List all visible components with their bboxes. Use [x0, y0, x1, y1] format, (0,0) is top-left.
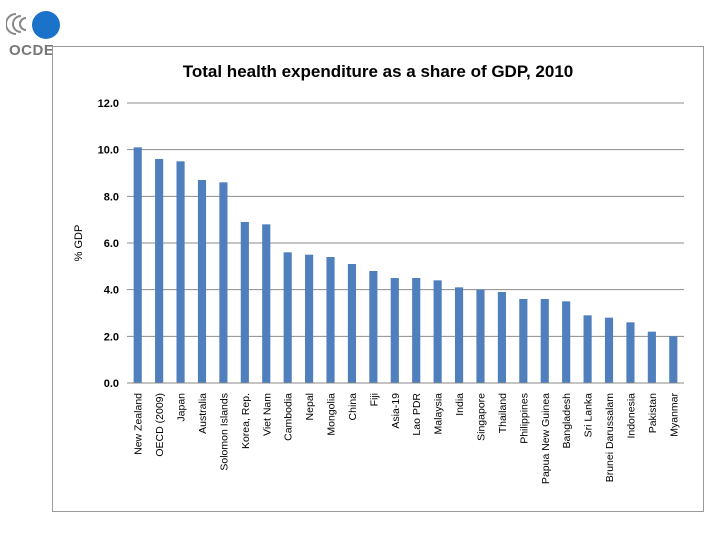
bar-bangladesh: [562, 301, 571, 383]
x-tick-label: Cambodia: [283, 393, 295, 441]
x-tick-label: China: [347, 393, 359, 421]
x-tick-label: Malaysia: [433, 393, 445, 435]
x-tick-label: Solomon Islands: [218, 393, 230, 471]
y-tick-label: 2.0: [104, 331, 119, 343]
x-tick-label: Lao PDR: [411, 393, 423, 436]
bar-korea-rep: [240, 222, 249, 383]
x-tick-label: New Zealand: [133, 393, 145, 455]
x-tick-label: India: [454, 393, 466, 416]
x-tick-label: Bangladesh: [561, 393, 573, 449]
bar-japan: [176, 161, 185, 383]
x-tick-label: Japan: [176, 393, 188, 422]
x-tick-label: Papua New Guinea: [540, 393, 552, 484]
y-axis-label: % GDP: [73, 225, 85, 262]
x-tick-label: Sri Lanka: [583, 393, 595, 438]
x-tick-label: Mongolia: [326, 393, 338, 436]
x-axis-labels: New Zealand OECD (2009) Japan Australia Solo…: [133, 393, 681, 485]
bar-philippines: [519, 299, 528, 383]
chart-title: Total health expenditure as a share of G…: [182, 62, 574, 81]
x-tick-label: Nepal: [304, 393, 316, 420]
bar-fiji: [369, 271, 378, 383]
logo-arcs-icon: [5, 13, 27, 35]
gridlines: [127, 102, 684, 384]
y-tick-label: 12.0: [98, 98, 119, 110]
bar-nepal: [305, 254, 314, 383]
x-tick-label: Thailand: [497, 393, 509, 433]
bar-sri-lanka: [583, 315, 592, 383]
x-tick-label: Pakistan: [647, 393, 659, 433]
bar-papua-new-guinea: [540, 299, 549, 383]
bar-australia: [197, 180, 207, 383]
bar-singapore: [476, 289, 485, 383]
y-axis-ticks: 0.0 2.0 4.0 6.0 8.0 10.0 12.0: [98, 98, 119, 390]
bar-brunei-darussalam: [604, 317, 614, 383]
bar-indonesia: [626, 322, 635, 383]
y-tick-label: 0.0: [104, 378, 119, 390]
x-tick-label: Asia-19: [390, 393, 402, 429]
bar-mongolia: [326, 257, 335, 383]
bar-new-zealand: [133, 147, 142, 383]
bar-india: [454, 287, 464, 383]
bar-cambodia: [283, 252, 292, 383]
y-tick-label: 4.0: [104, 285, 119, 297]
bar-lao-pdr: [412, 278, 421, 383]
logo-text: OCDE: [9, 42, 54, 58]
bar-china: [347, 264, 357, 383]
x-tick-label: Singapore: [475, 393, 487, 441]
x-tick-label: Indonesia: [625, 393, 637, 439]
x-tick-label: Philippines: [518, 393, 530, 444]
y-tick-label: 10.0: [98, 145, 119, 157]
x-tick-label: Korea, Rep.: [240, 393, 252, 449]
x-tick-label: Myanmar: [668, 393, 680, 437]
logo-circle-icon: [32, 11, 60, 39]
bar-asia-19: [390, 278, 399, 383]
x-tick-label: Fiji: [368, 393, 380, 406]
bar-myanmar: [669, 336, 678, 383]
x-tick-label: Brunei Darussalam: [604, 393, 616, 483]
x-tick-label: OECD (2009): [154, 393, 166, 457]
bar-solomon-islands: [219, 182, 228, 383]
ocde-logo: OCDE: [5, 6, 64, 59]
bars: [133, 147, 678, 383]
x-tick-label: Viet Nam: [261, 393, 273, 436]
y-tick-label: 6.0: [104, 238, 119, 250]
bar-oecd-2009: [155, 159, 164, 383]
x-tick-label: Australia: [197, 393, 209, 434]
bar-malaysia: [433, 280, 442, 383]
bar-thailand: [497, 292, 506, 383]
bar-viet-nam: [262, 224, 271, 383]
bar-pakistan: [647, 331, 656, 383]
y-tick-label: 8.0: [104, 191, 119, 203]
